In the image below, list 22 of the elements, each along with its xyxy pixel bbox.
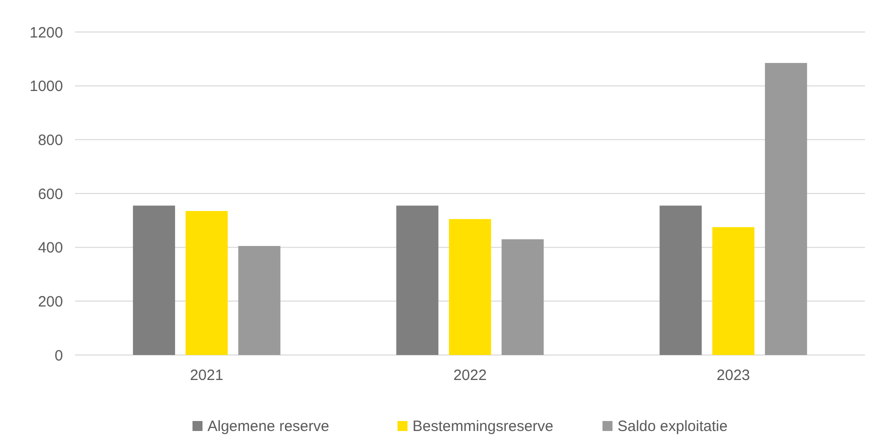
bar (396, 206, 438, 355)
legend-label: Algemene reserve (208, 418, 330, 435)
legend-label: Bestemmingsreserve (412, 418, 554, 435)
x-tick-label: 2023 (716, 367, 750, 384)
y-tick-label: 800 (38, 132, 63, 149)
bar (502, 239, 544, 355)
y-tick-label: 1200 (30, 24, 63, 42)
y-tick-label: 200 (38, 293, 63, 310)
x-tick-label: 2022 (453, 367, 487, 384)
y-tick-label: 400 (38, 240, 63, 257)
y-tick-label: 1000 (30, 78, 63, 96)
bar (132, 206, 176, 355)
bar (448, 219, 492, 355)
y-tick-label: 0 (54, 347, 63, 364)
legend-label: Saldo exploitatie (618, 418, 728, 435)
bar (186, 210, 228, 355)
y-tick-label: 600 (38, 186, 63, 203)
bar (712, 227, 754, 355)
bar (660, 206, 702, 355)
bar (764, 62, 808, 355)
bar (238, 246, 280, 355)
x-tick-label: 2021 (190, 367, 224, 384)
